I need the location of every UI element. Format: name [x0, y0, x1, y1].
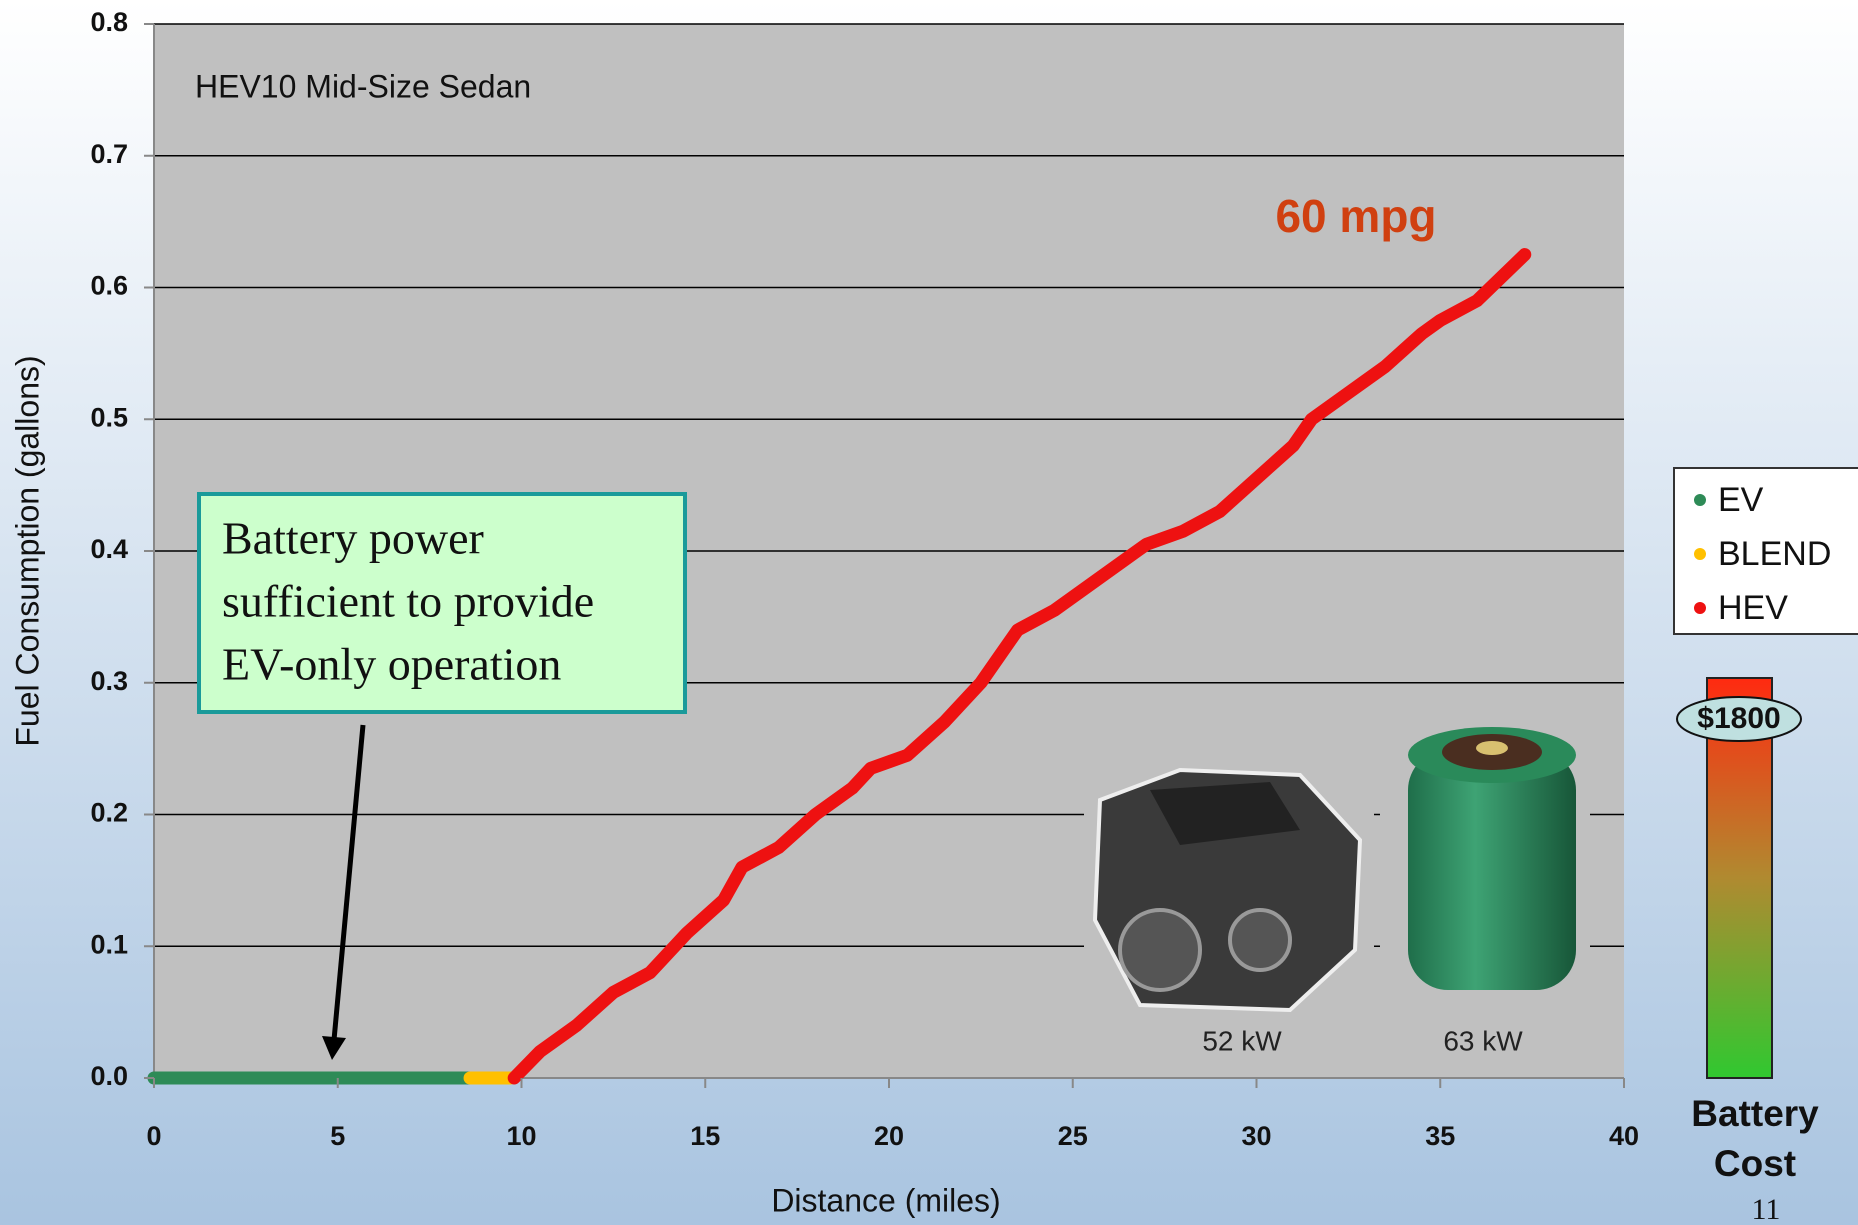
y-tick-label: 0.4: [90, 534, 128, 564]
x-tick-label: 30: [1241, 1121, 1271, 1151]
annotation-text: EV-only operation: [222, 639, 561, 690]
legend-label: BLEND: [1718, 535, 1831, 573]
cost-title: Battery: [1691, 1093, 1819, 1134]
y-tick-label: 0.2: [90, 798, 128, 828]
battery-image: [1408, 750, 1576, 990]
y-axis-title: Fuel Consumption (gallons): [9, 355, 45, 746]
slide: 52 kW 63 kW HEV10 Mid-Size Sedan 60 mpg …: [0, 0, 1858, 1225]
y-tick-label: 0.6: [90, 271, 128, 301]
x-tick-label: 35: [1425, 1121, 1455, 1151]
annotation-text: sufficient to provide: [222, 576, 594, 627]
x-tick-label: 40: [1609, 1121, 1639, 1151]
component-images: 52 kW 63 kW: [1084, 720, 1590, 1056]
y-tick-label: 0.5: [90, 402, 128, 432]
cost-label: $1800: [1697, 702, 1780, 735]
engine-pulley: [1230, 910, 1290, 970]
x-tick-label: 25: [1058, 1121, 1088, 1151]
x-tick-label: 5: [330, 1121, 345, 1151]
mpg-label: 60 mpg: [1275, 190, 1436, 242]
engine-pulley: [1120, 910, 1200, 990]
x-tick-label: 20: [874, 1121, 904, 1151]
legend-marker: [1694, 602, 1706, 614]
y-tick-label: 0.8: [90, 7, 128, 37]
y-tick-label: 0.7: [90, 139, 128, 169]
y-tick-label: 0.0: [90, 1061, 128, 1091]
legend-marker: [1694, 494, 1706, 506]
inner-title: HEV10 Mid-Size Sedan: [195, 68, 531, 104]
legend-label: EV: [1718, 481, 1764, 519]
x-tick-label: 10: [506, 1121, 536, 1151]
page-number: 11: [1752, 1193, 1781, 1225]
x-tick-label: 15: [690, 1121, 720, 1151]
component-label: 52 kW: [1202, 1025, 1282, 1056]
legend-label: HEV: [1718, 589, 1788, 627]
annotation-text: Battery power: [222, 513, 484, 564]
cost-title: Cost: [1714, 1143, 1796, 1184]
legend-marker: [1694, 548, 1706, 560]
x-tick-label: 0: [146, 1121, 161, 1151]
x-axis-title: Distance (miles): [771, 1182, 1000, 1218]
battery-terminal: [1476, 741, 1508, 755]
y-tick-label: 0.3: [90, 666, 128, 696]
component-label: 63 kW: [1443, 1025, 1523, 1056]
y-tick-label: 0.1: [90, 929, 128, 959]
